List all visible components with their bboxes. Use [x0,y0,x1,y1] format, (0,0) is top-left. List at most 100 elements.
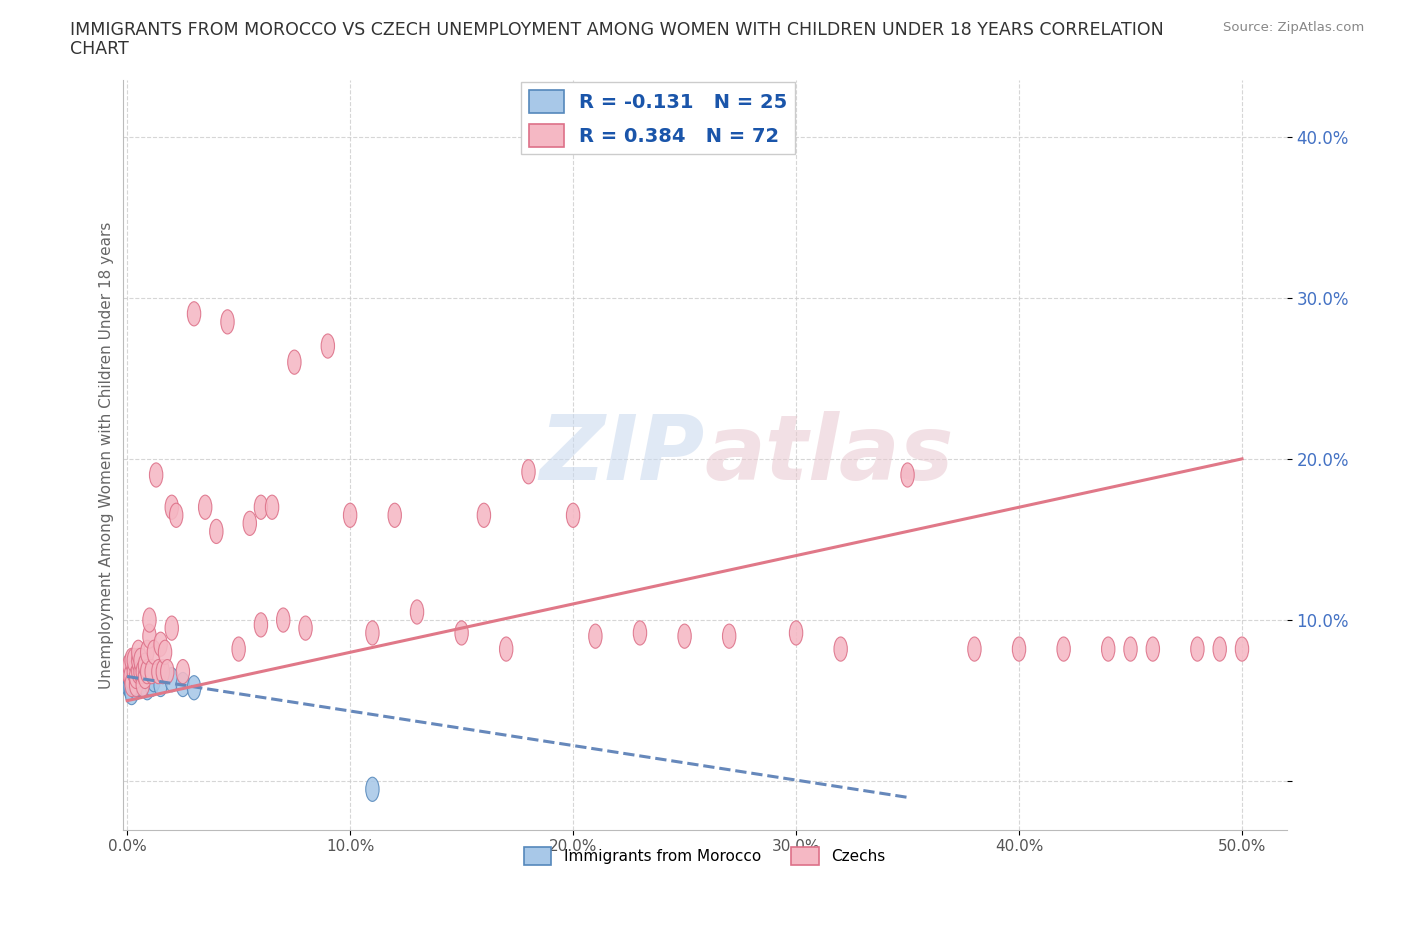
Ellipse shape [1057,637,1070,661]
Text: IMMIGRANTS FROM MOROCCO VS CZECH UNEMPLOYMENT AMONG WOMEN WITH CHILDREN UNDER 18: IMMIGRANTS FROM MOROCCO VS CZECH UNEMPLO… [70,21,1164,39]
Ellipse shape [388,503,401,527]
Ellipse shape [153,632,167,657]
Ellipse shape [129,672,143,697]
Ellipse shape [138,668,152,692]
Ellipse shape [124,664,138,688]
Ellipse shape [633,621,647,645]
Ellipse shape [145,659,159,684]
Ellipse shape [129,676,143,700]
Ellipse shape [127,657,141,681]
Ellipse shape [901,463,914,487]
Ellipse shape [156,659,170,684]
Ellipse shape [143,624,156,648]
Ellipse shape [153,672,167,697]
Ellipse shape [165,668,179,692]
Ellipse shape [134,659,148,684]
Ellipse shape [138,653,152,677]
Ellipse shape [132,640,145,664]
Ellipse shape [125,648,138,672]
Ellipse shape [221,310,235,334]
Ellipse shape [152,659,165,684]
Text: Source: ZipAtlas.com: Source: ZipAtlas.com [1223,21,1364,34]
Ellipse shape [678,624,692,648]
Ellipse shape [132,659,145,684]
Ellipse shape [176,672,190,697]
Ellipse shape [159,640,172,664]
Ellipse shape [149,463,163,487]
Ellipse shape [299,616,312,640]
Ellipse shape [170,503,183,527]
Ellipse shape [127,668,139,692]
Ellipse shape [122,664,136,688]
Ellipse shape [499,637,513,661]
Ellipse shape [127,659,141,684]
Ellipse shape [176,659,190,684]
Ellipse shape [209,519,224,543]
Ellipse shape [1213,637,1226,661]
Ellipse shape [232,637,245,661]
Ellipse shape [141,676,153,700]
Ellipse shape [121,659,135,684]
Ellipse shape [125,672,138,697]
Ellipse shape [165,616,179,640]
Ellipse shape [266,495,278,519]
Ellipse shape [477,503,491,527]
Ellipse shape [136,664,149,688]
Ellipse shape [125,681,138,705]
Ellipse shape [136,659,149,684]
Ellipse shape [1012,637,1026,661]
Ellipse shape [124,676,138,700]
Ellipse shape [1236,637,1249,661]
Ellipse shape [143,608,156,632]
Ellipse shape [148,668,160,692]
Ellipse shape [127,672,141,697]
Ellipse shape [522,459,536,484]
Ellipse shape [1191,637,1204,661]
Ellipse shape [723,624,735,648]
Ellipse shape [1123,637,1137,661]
Ellipse shape [967,637,981,661]
Ellipse shape [321,334,335,358]
Ellipse shape [198,495,212,519]
Ellipse shape [145,672,159,697]
Ellipse shape [834,637,848,661]
Ellipse shape [567,503,579,527]
Ellipse shape [129,664,143,688]
Ellipse shape [132,672,145,697]
Ellipse shape [589,624,602,648]
Ellipse shape [187,301,201,325]
Ellipse shape [789,621,803,645]
Text: ZIP: ZIP [540,411,704,498]
Ellipse shape [456,621,468,645]
Ellipse shape [160,659,174,684]
Ellipse shape [132,664,145,688]
Ellipse shape [121,672,135,697]
Ellipse shape [127,648,141,672]
Ellipse shape [243,512,256,536]
Ellipse shape [187,676,201,700]
Ellipse shape [136,672,149,697]
Ellipse shape [254,613,267,637]
Ellipse shape [277,608,290,632]
Ellipse shape [1101,637,1115,661]
Ellipse shape [366,777,380,802]
Ellipse shape [134,648,148,672]
Ellipse shape [288,350,301,374]
Ellipse shape [148,640,160,664]
Ellipse shape [411,600,423,624]
Ellipse shape [134,672,148,697]
Ellipse shape [254,495,267,519]
Ellipse shape [138,664,152,688]
Ellipse shape [122,653,136,677]
Text: atlas: atlas [704,411,955,498]
Ellipse shape [1146,637,1160,661]
Ellipse shape [141,659,153,684]
Ellipse shape [165,495,179,519]
Y-axis label: Unemployment Among Women with Children Under 18 years: Unemployment Among Women with Children U… [100,221,114,688]
Ellipse shape [132,648,145,672]
Ellipse shape [129,668,143,692]
Text: CHART: CHART [70,40,129,58]
Ellipse shape [143,664,156,688]
Ellipse shape [343,503,357,527]
Ellipse shape [141,640,153,664]
